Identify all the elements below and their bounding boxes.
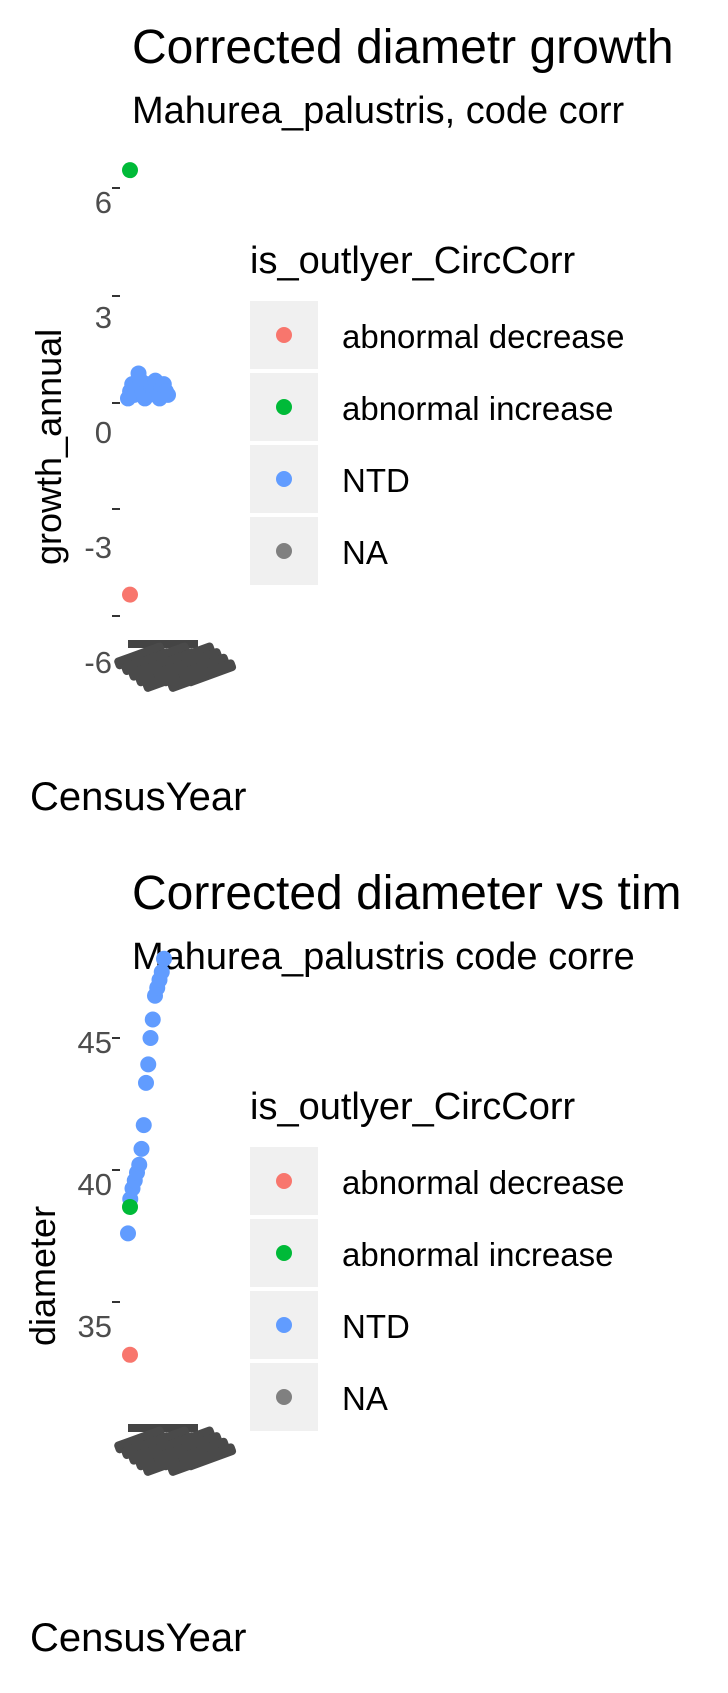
data-point [153,964,170,980]
legend-key [250,301,318,369]
legend-key [250,1363,318,1431]
data-point [122,1198,138,1215]
chart-title: Corrected diameter vs tim [132,867,682,920]
y-tick-label: 35 [77,1309,112,1344]
legend-dot [276,471,292,487]
legend-item: NA [250,1363,625,1435]
legend-item: NTD [250,445,625,517]
legend: is_outlyer_CircCorr abnormal decrease ab… [250,240,625,589]
y-tick-label: 45 [77,1025,112,1060]
legend-item: NA [250,517,625,589]
y-tick-label: -6 [84,645,112,680]
legend-item: abnormal decrease [250,1147,625,1219]
chart-subtitle: Mahurea_palustris code corre [132,936,635,978]
data-point [160,386,176,403]
plot-area [112,950,237,1476]
legend-label: NA [342,1380,388,1417]
legend-key [250,1147,318,1215]
legend-item: abnormal increase [250,1219,625,1291]
y-tick-label: 0 [94,415,112,450]
legend: is_outlyer_CircCorr abnormal decrease ab… [250,1086,625,1435]
data-point [138,1074,154,1091]
data-point [135,1117,152,1134]
legend-dot [276,1245,292,1261]
legend-key [250,1219,318,1287]
legend-dot [276,327,292,343]
y-tick-label: 3 [94,300,112,335]
data-point [122,1346,138,1363]
legend-dot [276,1173,292,1189]
data-point [122,586,138,603]
chart-panel-diameter: Corrected diameter vs tim Mahurea_palust… [0,846,728,1693]
legend-title: is_outlyer_CircCorr [250,240,576,282]
legend-dot [276,1389,292,1405]
legend-dot [276,399,292,415]
chart-title: Corrected diametr growth [132,21,674,74]
x-axis-label: CensusYear [30,1616,247,1660]
data-point [156,950,172,967]
plot-area [112,162,237,692]
x-tick-label [128,640,198,648]
data-point [120,1225,136,1242]
data-point [140,1056,157,1073]
chart-panel-growth: Corrected diametr growth Mahurea_palustr… [0,0,728,846]
x-tick-label [128,1424,198,1432]
legend-item: NTD [250,1291,625,1363]
legend-item: abnormal increase [250,373,625,445]
x-tick-label [185,659,237,687]
legend-dot [276,1317,292,1333]
legend-key [250,445,318,513]
legend-key [250,1291,318,1359]
legend-label: abnormal increase [342,1236,614,1273]
y-tick-label: -3 [84,530,112,565]
legend-label: NTD [342,462,410,499]
legend-label: NTD [342,1308,410,1345]
data-point [144,1011,161,1028]
legend-dot [276,543,292,559]
legend-key [250,517,318,585]
data-point [131,1156,148,1173]
data-point [133,1140,150,1157]
data-point [122,162,138,179]
legend-key [250,373,318,441]
chart-subtitle: Mahurea_palustris, code corr [132,90,625,132]
x-axis-label: CensusYear [30,775,247,819]
y-tick-label: 40 [77,1167,112,1202]
legend-label: abnormal increase [342,390,614,427]
legend-title: is_outlyer_CircCorr [250,1086,576,1128]
x-tick-label [185,1443,237,1471]
legend-label: NA [342,534,388,571]
legend-label: abnormal decrease [342,318,625,355]
y-tick-label: 6 [94,185,112,220]
legend-label: abnormal decrease [342,1164,625,1201]
data-point [142,1030,159,1046]
legend-item: abnormal decrease [250,301,625,373]
